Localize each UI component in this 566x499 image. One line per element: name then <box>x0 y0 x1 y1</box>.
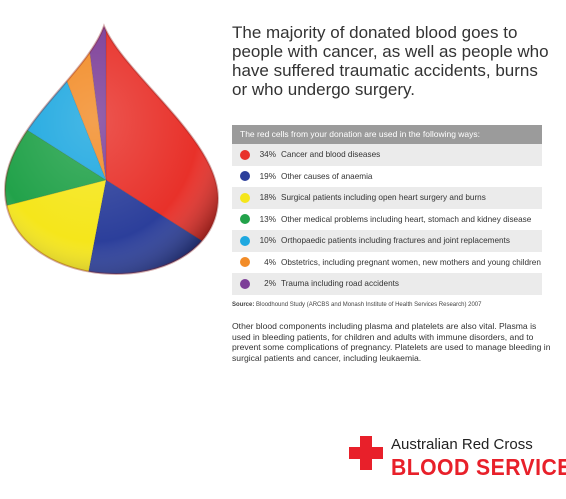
blood-service-logo: Australian Red Cross BLOOD SERVICE <box>349 436 566 488</box>
usage-rows: 34% Cancer and blood diseases 19% Other cau… <box>232 144 542 295</box>
source-label: Source: <box>232 302 255 308</box>
usage-row: 18% Surgical patients including open hear… <box>232 187 542 209</box>
drop-shading <box>5 26 218 274</box>
usage-label: Surgical patients including open heart s… <box>281 193 486 203</box>
other-components-paragraph: Other blood components including plasma … <box>232 321 551 363</box>
red-cross-icon <box>349 436 383 470</box>
legend-dot-icon <box>240 257 250 268</box>
legend-dot-icon <box>240 214 250 225</box>
source-note: Source: Bloodhound Study (ARCBS and Mona… <box>232 302 552 308</box>
legend-dot-icon <box>240 171 250 182</box>
usage-percent: 10% <box>259 236 276 246</box>
usage-label: Obstetrics, including pregnant women, ne… <box>281 257 541 267</box>
usage-percent: 2% <box>264 279 276 289</box>
legend-dot-icon <box>240 278 250 289</box>
headline: The majority of donated blood goes to pe… <box>232 23 549 99</box>
usage-label: Other medical problems including heart, … <box>281 214 532 224</box>
usage-row: 10% Orthopaedic patients including fractu… <box>232 230 542 252</box>
usage-percent: 4% <box>264 257 276 267</box>
usage-row: 19% Other causes of anaemia <box>232 165 542 187</box>
usage-row: 2% Trauma including road accidents <box>232 273 542 295</box>
logo-org-name: Australian Red Cross <box>391 436 533 453</box>
source-text: Bloodhound Study (ARCBS and Monash Insti… <box>256 302 482 308</box>
usage-percent: 34% <box>259 150 276 160</box>
logo-service-name: BLOOD SERVICE <box>391 454 566 480</box>
usage-percent: 19% <box>259 171 276 181</box>
drop-outline <box>3 23 220 276</box>
legend-dot-icon <box>240 235 250 246</box>
usage-row: 34% Cancer and blood diseases <box>232 144 542 166</box>
legend-dot-icon <box>240 149 250 160</box>
usage-label: Trauma including road accidents <box>281 279 400 289</box>
usage-table: The red cells from your donation are use… <box>232 125 542 295</box>
legend-dot-icon <box>240 192 250 203</box>
blood-drop-pie-chart <box>3 23 220 276</box>
usage-label: Cancer and blood diseases <box>281 150 381 160</box>
usage-percent: 13% <box>259 214 276 224</box>
table-header: The red cells from your donation are use… <box>232 125 542 144</box>
usage-percent: 18% <box>259 193 276 203</box>
usage-label: Orthopaedic patients including fractures… <box>281 236 510 246</box>
usage-row: 4% Obstetrics, including pregnant women, … <box>232 251 542 273</box>
usage-row: 13% Other medical problems including hear… <box>232 208 542 230</box>
usage-label: Other causes of anaemia <box>281 171 373 181</box>
